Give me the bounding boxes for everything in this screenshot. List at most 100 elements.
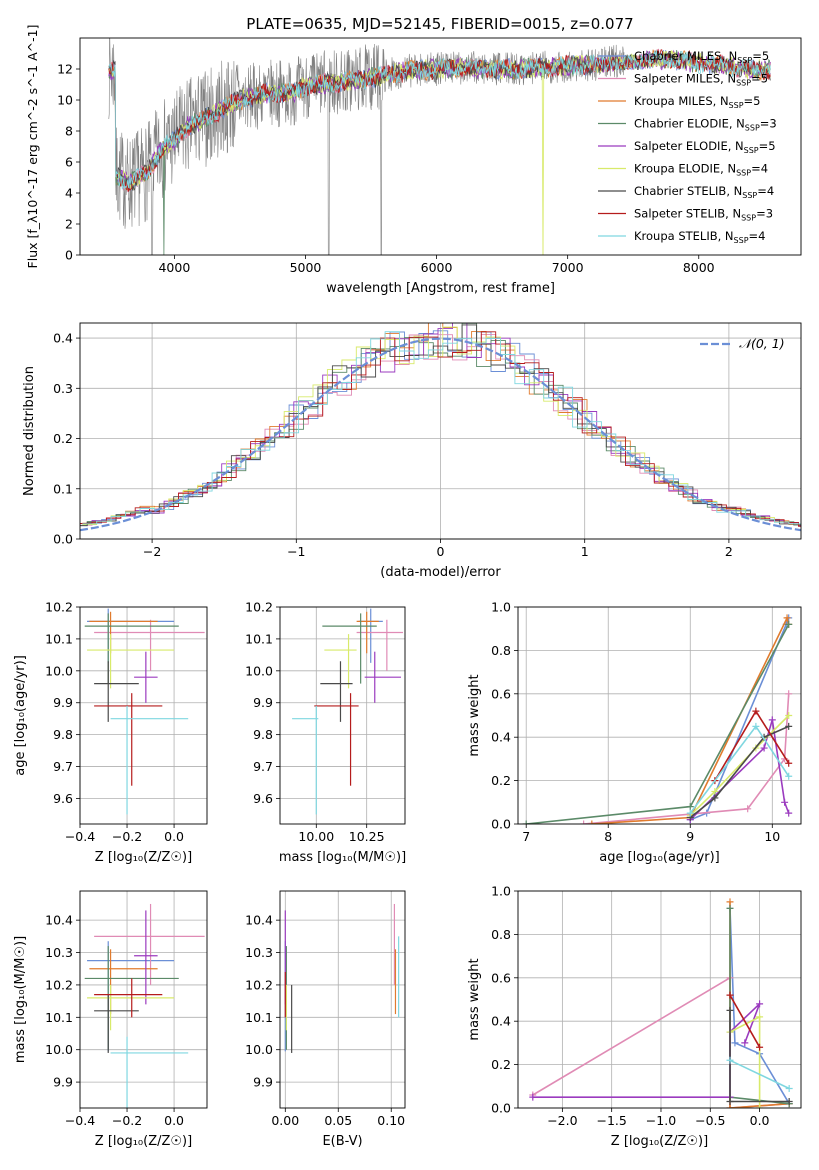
weight-marker-kroupa_miles bbox=[726, 898, 734, 906]
x-tick-label: 0.0 bbox=[750, 1113, 770, 1128]
mass-vs-metallicity-panel: −0.4 −0.2 0.0 9.9 10.0 10.1 10.2 10.3 10.4 Z [log… bbox=[13, 890, 208, 1149]
x-tick-label: −0.2 bbox=[112, 1113, 142, 1128]
y-tick-label: 0.4 bbox=[491, 730, 511, 745]
legend-label: Kroupa ELODIE, NSSP=4 bbox=[634, 162, 768, 178]
legend-label: Salpeter STELIB, NSSP=3 bbox=[634, 207, 773, 223]
histogram-salpeter_stelib bbox=[80, 331, 801, 527]
weight-marker-kroupa_elodie bbox=[711, 787, 719, 795]
x-tick-label: 7000 bbox=[552, 260, 584, 275]
axes-frame bbox=[517, 890, 802, 1109]
y-tick-label: 10.1 bbox=[45, 631, 73, 646]
weight-marker-salpeter_elodie bbox=[741, 1039, 749, 1047]
model-spectrum-salpeter_stelib bbox=[108, 49, 771, 192]
y-tick-label: 9.7 bbox=[53, 759, 73, 774]
x-axis-label: wavelength [Angstrom, rest frame] bbox=[326, 281, 555, 296]
histogram-chabrier_stelib bbox=[80, 324, 801, 527]
weight-marker-salpeter_stelib bbox=[726, 991, 734, 999]
y-axis-label: age [log₁₀(age/yr)] bbox=[13, 655, 28, 776]
weight-marker-salpeter_elodie bbox=[756, 1000, 764, 1008]
weight-line-chabrier_stelib bbox=[689, 725, 790, 819]
x-tick-label: 10.25 bbox=[349, 829, 385, 844]
y-axis-label: Normed distribution bbox=[22, 366, 37, 496]
x-tick-label: 0.0 bbox=[164, 1113, 184, 1128]
y-tick-label: 0.2 bbox=[53, 431, 73, 446]
x-tick-label: 6000 bbox=[421, 260, 453, 275]
weight-marker-kroupa_stelib bbox=[785, 1084, 793, 1092]
x-tick-label: 8 bbox=[604, 829, 612, 844]
y-tick-label: 0.8 bbox=[491, 643, 511, 658]
y-tick-label: 9.9 bbox=[53, 1075, 73, 1090]
y-tick-label: 0.2 bbox=[491, 1057, 511, 1072]
legend-subscript: SSP bbox=[742, 191, 757, 200]
legend-label: Salpeter MILES, NSSP=5 bbox=[634, 72, 768, 88]
y-tick-label: 4 bbox=[65, 186, 73, 201]
weight-marker-chabrier_elodie bbox=[522, 820, 530, 824]
weight-marker-chabrier_miles bbox=[731, 1039, 739, 1047]
y-tick-label: 0 bbox=[65, 248, 73, 263]
weight-marker-salpeter_elodie bbox=[785, 809, 793, 817]
weight-marker-salpeter_miles bbox=[785, 690, 793, 698]
y-tick-label: 10.2 bbox=[245, 977, 273, 992]
weight-marker-salpeter_elodie bbox=[781, 798, 789, 806]
weight-marker-chabrier_stelib bbox=[785, 1097, 793, 1105]
weight-line-kroupa_elodie bbox=[689, 714, 790, 816]
y-tick-label: 0.1 bbox=[53, 481, 73, 496]
y-tick-label: 10.0 bbox=[45, 1042, 73, 1057]
y-tick-label: 10.4 bbox=[45, 913, 73, 928]
y-tick-label: 8 bbox=[65, 124, 73, 139]
errorbar-plot-area bbox=[284, 903, 400, 1053]
weight-marker-kroupa_elodie bbox=[756, 1013, 764, 1021]
y-tick-label: 1.0 bbox=[491, 884, 511, 899]
x-tick-label: 0 bbox=[437, 544, 445, 559]
weight-marker-salpeter_miles bbox=[744, 805, 752, 813]
weight-plot-area bbox=[522, 614, 793, 824]
y-tick-label: 0.3 bbox=[53, 381, 73, 396]
legend-label-rest: =5 bbox=[759, 139, 776, 153]
x-tick-label: −0.4 bbox=[65, 829, 95, 844]
y-axis-label: mass [log₁₀(M/M☉)] bbox=[13, 936, 28, 1063]
weight-marker-chabrier_elodie bbox=[785, 620, 793, 628]
weight-line-chabrier_elodie bbox=[526, 624, 790, 824]
y-tick-label: 0.0 bbox=[491, 817, 511, 832]
x-tick-label: −0.2 bbox=[112, 829, 142, 844]
legend-label-rest: =4 bbox=[757, 184, 774, 198]
weight-marker-chabrier_stelib bbox=[711, 794, 719, 802]
histogram-kroupa_stelib bbox=[82, 331, 801, 525]
x-tick-label: 10 bbox=[764, 829, 780, 844]
errorbar-plot-area bbox=[84, 903, 205, 1108]
y-axis-label: Flux [f_λ10^-17 erg cm^-2 s^-1 A^-1] bbox=[25, 25, 40, 269]
legend-label: 𝒩(0, 1) bbox=[739, 336, 785, 351]
y-tick-label: 12 bbox=[57, 62, 73, 77]
y-tick-label: 0.2 bbox=[491, 773, 511, 788]
weight-plot-area bbox=[529, 898, 793, 1108]
weight-marker-salpeter_miles bbox=[580, 820, 588, 824]
weight-line-chabrier_miles bbox=[690, 617, 790, 821]
model-spectrum-kroupa_elodie bbox=[108, 50, 771, 255]
weight-marker-salpeter_elodie bbox=[529, 1093, 537, 1101]
weight-line-salpeter_stelib bbox=[729, 994, 761, 1048]
weight-marker-chabrier_stelib bbox=[785, 722, 793, 730]
y-tick-label: 9.9 bbox=[253, 1075, 273, 1090]
x-axis-label: Z [log₁₀(Z/Z☉)] bbox=[95, 1134, 192, 1149]
weight-line-salpeter_stelib bbox=[714, 709, 790, 782]
y-tick-label: 9.6 bbox=[253, 791, 273, 806]
x-tick-label: 0.10 bbox=[377, 1113, 405, 1128]
y-tick-label: 0.4 bbox=[53, 331, 73, 346]
axes-frame bbox=[517, 606, 802, 825]
x-tick-label: 7 bbox=[522, 829, 530, 844]
y-tick-label: 10.1 bbox=[245, 631, 273, 646]
weight-line-chabrier_miles bbox=[729, 908, 790, 1105]
x-tick-label: 0.0 bbox=[164, 829, 184, 844]
legend-subscript: SSP bbox=[745, 124, 760, 133]
legend-label-rest: =3 bbox=[756, 207, 773, 221]
x-axis-label: E(B-V) bbox=[322, 1134, 362, 1149]
weight-marker-kroupa_stelib bbox=[785, 772, 793, 780]
y-tick-label: 1.0 bbox=[491, 600, 511, 615]
weight-marker-chabrier_elodie bbox=[726, 904, 734, 912]
x-tick-label: 2 bbox=[725, 544, 733, 559]
weight-marker-kroupa_miles bbox=[726, 1104, 734, 1108]
x-tick-label: −1.0 bbox=[646, 1113, 676, 1128]
y-tick-label: 0.8 bbox=[491, 927, 511, 942]
y-tick-label: 0.6 bbox=[491, 970, 511, 985]
y-tick-label: 10.4 bbox=[245, 913, 273, 928]
